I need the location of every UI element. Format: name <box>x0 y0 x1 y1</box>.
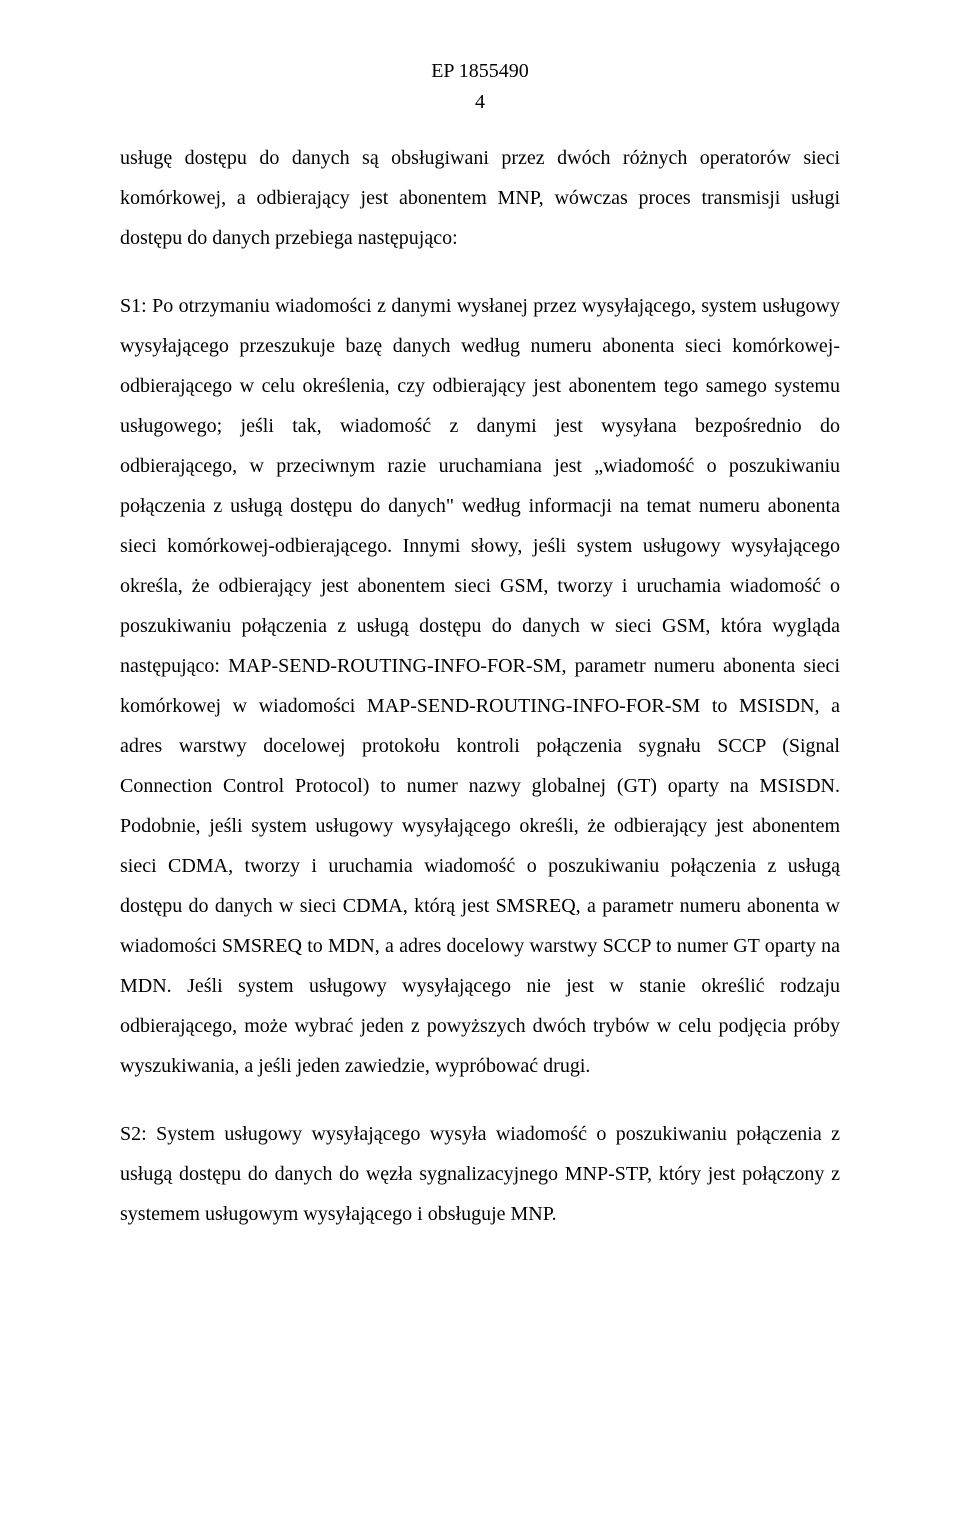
paragraph-s2: S2: System usługowy wysyłającego wysyła … <box>120 1114 840 1234</box>
document-page: EP 1855490 4 usługę dostępu do danych są… <box>0 0 960 1314</box>
page-number: 4 <box>120 91 840 114</box>
paragraph-s1: S1: Po otrzymaniu wiadomości z danymi wy… <box>120 286 840 1086</box>
document-id: EP 1855490 <box>120 60 840 83</box>
paragraph-intro: usługę dostępu do danych są obsługiwani … <box>120 138 840 258</box>
